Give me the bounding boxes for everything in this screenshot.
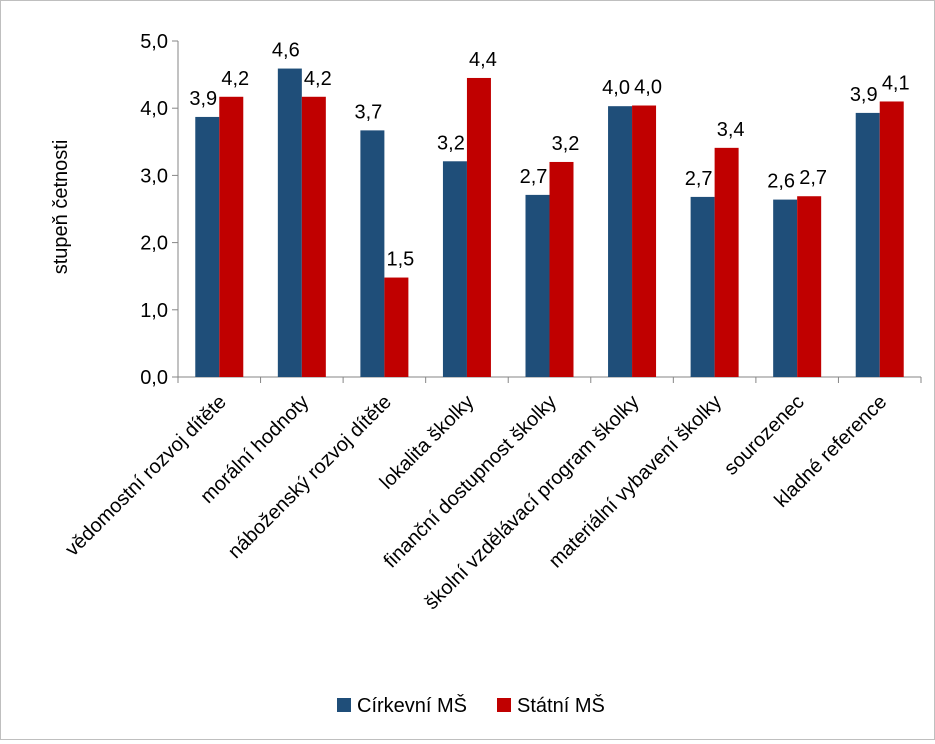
category-label: materiální vybavení školky [545, 391, 726, 572]
data-label: 4,0 [634, 77, 662, 99]
bar [301, 96, 326, 377]
legend-swatch [497, 698, 511, 712]
bar [797, 196, 822, 377]
data-label: 3,9 [850, 84, 878, 106]
legend-label: Státní MŠ [517, 694, 605, 717]
data-label: 4,0 [602, 77, 630, 99]
data-label: 3,9 [189, 88, 217, 110]
bar [195, 116, 220, 377]
category-label: vědomostní rozvoj dítěte [61, 391, 231, 561]
data-label: 2,7 [685, 168, 713, 190]
bar [525, 194, 550, 377]
bar [632, 105, 657, 378]
data-label: 3,4 [717, 119, 745, 141]
y-tick-label: 1,0 [140, 300, 168, 322]
data-label: 3,2 [437, 132, 465, 154]
bar [608, 106, 633, 378]
bar [277, 68, 302, 377]
data-label: 1,5 [386, 249, 414, 271]
data-label: 2,7 [799, 167, 827, 189]
data-label: 3,7 [354, 101, 382, 123]
bar [855, 112, 880, 378]
data-label: 4,1 [882, 72, 910, 94]
y-tick-label: 4,0 [140, 98, 168, 120]
category-label: náboženský rozvoj dítěte [224, 391, 396, 563]
category-label: finanční dostupnost školky [380, 391, 561, 572]
bar [714, 147, 739, 377]
legend-label: Církevní MŠ [357, 694, 467, 717]
y-tick-label: 5,0 [140, 31, 168, 53]
data-label: 4,4 [469, 49, 497, 71]
data-label: 4,2 [304, 68, 332, 90]
bar [360, 130, 385, 377]
bar [466, 77, 491, 378]
category-label: sourozenec [720, 391, 809, 480]
data-label: 3,2 [552, 133, 580, 155]
y-tick-label: 0,0 [140, 367, 168, 389]
data-label: 4,2 [221, 68, 249, 90]
bar [773, 199, 798, 377]
data-label: 2,7 [520, 166, 548, 188]
data-labels: 3,94,63,73,22,74,02,7 2,63,94,2 4,21,54,43… [189, 40, 909, 271]
data-label: 4,6 [272, 40, 300, 62]
bar [219, 96, 244, 377]
bar [690, 196, 715, 377]
legend-swatch [337, 698, 351, 712]
bar [384, 277, 409, 377]
y-tick-label: 3,0 [140, 165, 168, 187]
data-label: 2,6 [767, 171, 795, 193]
bars [195, 68, 904, 378]
bar [549, 161, 574, 377]
y-tick-label: 2,0 [140, 233, 168, 255]
legend: Církevní MŠ Státní MŠ [337, 694, 605, 717]
y-axis-title: stupeň četnosti [50, 140, 72, 275]
bar [442, 161, 467, 377]
bar [879, 101, 904, 377]
